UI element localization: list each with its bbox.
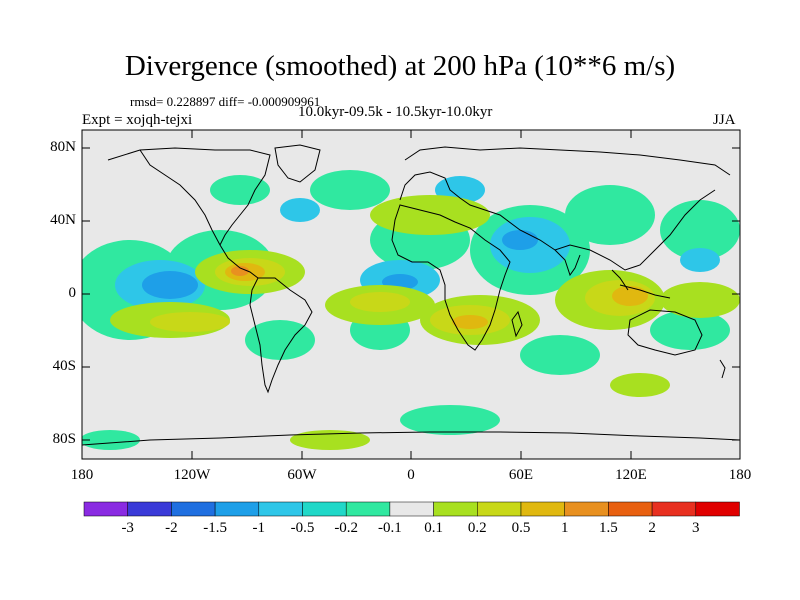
colorbar-label: -3 xyxy=(121,520,134,536)
colorbar-swatch xyxy=(389,501,434,517)
lat-label: 40N xyxy=(50,212,76,228)
colorbar-label: -0.2 xyxy=(334,520,359,536)
lon-label: 0 xyxy=(407,467,415,483)
colorbar-label: 1.5 xyxy=(599,520,618,536)
lon-ticks xyxy=(191,130,632,459)
lon-label: 120W xyxy=(173,467,211,483)
lat-ticks xyxy=(82,147,740,441)
colorbar-label: -0.5 xyxy=(290,520,315,536)
colorbar-swatch xyxy=(433,501,478,517)
stats-text: rmsd= 0.228897 diff= -0.000909961 xyxy=(130,94,321,109)
lon-label: 120E xyxy=(615,467,647,483)
colorbar-label: -0.1 xyxy=(378,520,402,536)
lat-label: 80N xyxy=(50,139,76,155)
colorbar-label: 1 xyxy=(560,520,569,536)
experiment-label: Expt = xojqh-tejxi xyxy=(82,112,193,128)
colorbar-swatch xyxy=(520,501,565,517)
colorbar-swatch xyxy=(564,501,609,517)
colorbar-label: -1 xyxy=(252,520,266,536)
lon-label: 60W xyxy=(287,467,317,483)
lon-label: 60E xyxy=(508,467,534,483)
colorbar-label: 0.5 xyxy=(511,520,531,536)
colorbar-label: 2 xyxy=(648,520,656,536)
colorbar-swatch xyxy=(214,501,260,517)
colorbar-swatch xyxy=(302,501,347,517)
period-text: 10.0kyr-09.5k - 10.5kyr-10.0kyr xyxy=(298,104,493,120)
colorbar xyxy=(83,501,740,517)
colorbar-swatch xyxy=(127,501,172,517)
colorbar-swatch xyxy=(171,501,216,517)
colorbar-swatch xyxy=(83,501,128,517)
colorbar-swatch xyxy=(345,501,391,517)
colorbar-label: 3 xyxy=(692,520,700,536)
colorbar-label: -2 xyxy=(165,520,178,536)
lat-label: 80S xyxy=(52,431,76,447)
figure-title: Divergence (smoothed) at 200 hPa (10**6 … xyxy=(124,50,676,82)
coastlines xyxy=(82,144,740,446)
colorbar-label: 0.1 xyxy=(424,520,443,536)
colorbar-label: 0.2 xyxy=(467,520,487,536)
colorbar-swatch xyxy=(651,501,697,517)
colorbar-swatch xyxy=(695,501,740,517)
colorbar-label: -1.5 xyxy=(203,520,227,536)
lat-label: 40S xyxy=(52,358,76,374)
lat-label: 0 xyxy=(68,285,77,301)
colorbar-swatch xyxy=(608,501,653,517)
lon-label: 180 xyxy=(728,467,752,483)
colorbar-swatch xyxy=(258,501,303,517)
lon-label: 180 xyxy=(70,467,94,483)
season-label: JJA xyxy=(713,112,736,128)
colorbar-swatch xyxy=(477,501,522,517)
